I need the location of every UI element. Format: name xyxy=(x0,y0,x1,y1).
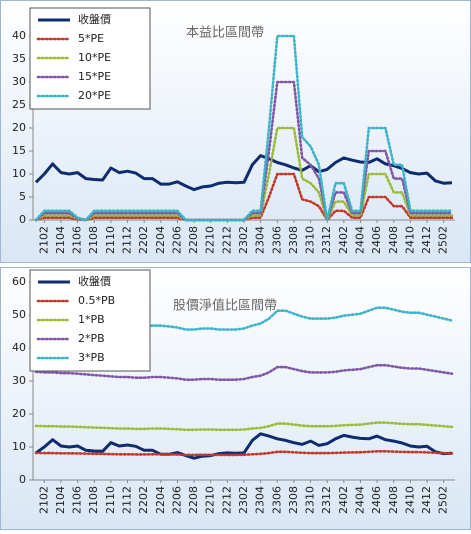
x-tick-label: 2106 xyxy=(71,226,84,254)
x-tick-label: 2402 xyxy=(337,486,350,514)
x-tick-label: 2312 xyxy=(320,486,333,514)
legend-label: 15*PE xyxy=(78,70,111,83)
x-tick-label: 2212 xyxy=(220,226,233,254)
x-tick-label: 2412 xyxy=(420,226,433,254)
x-tick-label: 2312 xyxy=(320,226,333,254)
x-tick-label: 2310 xyxy=(304,486,317,514)
y-tick-label: 40 xyxy=(12,29,26,42)
x-tick-label: 2102 xyxy=(37,226,50,254)
x-tick-label: 2212 xyxy=(220,486,233,514)
x-tick-label: 2408 xyxy=(387,486,400,514)
x-tick-label: 2112 xyxy=(121,226,134,254)
legend-label: 收盤價 xyxy=(78,12,111,26)
chart-title: 本益比區間帶 xyxy=(186,26,264,41)
x-tick-label: 2206 xyxy=(170,486,183,514)
x-tick-label: 2310 xyxy=(304,226,317,254)
x-tick-label: 2502 xyxy=(437,226,450,254)
y-tick-label: 60 xyxy=(12,275,26,288)
x-tick-label: 2306 xyxy=(270,486,283,514)
legend-label: 5*PE xyxy=(78,32,104,45)
x-tick-label: 2402 xyxy=(337,226,350,254)
series-line xyxy=(34,363,454,381)
y-tick-label: 5 xyxy=(19,190,26,203)
series-line xyxy=(34,154,453,192)
y-tick-label: 30 xyxy=(12,374,26,387)
x-tick-label: 2208 xyxy=(187,486,200,514)
x-tick-label: 2202 xyxy=(137,226,150,254)
x-tick-label: 2304 xyxy=(254,226,267,254)
x-tick-label: 2206 xyxy=(170,226,183,254)
x-tick-label: 2308 xyxy=(287,226,300,254)
x-tick-label: 2202 xyxy=(137,486,150,514)
legend-label: 收盤價 xyxy=(78,274,111,288)
series-line xyxy=(34,450,454,457)
legend-label: 20*PE xyxy=(78,89,111,102)
y-tick-label: 0 xyxy=(19,213,26,226)
y-tick-label: 15 xyxy=(12,144,26,157)
y-tick-label: 0 xyxy=(19,473,26,486)
x-tick-label: 2410 xyxy=(403,226,416,254)
x-tick-label: 2112 xyxy=(121,486,134,514)
x-tick-label: 2406 xyxy=(370,226,383,254)
x-tick-label: 2104 xyxy=(54,486,67,514)
x-tick-label: 2210 xyxy=(204,226,217,254)
y-tick-label: 50 xyxy=(12,308,26,321)
series-line xyxy=(34,34,454,222)
x-tick-label: 2110 xyxy=(104,486,117,514)
x-tick-label: 2210 xyxy=(204,486,217,514)
y-tick-label: 35 xyxy=(12,52,26,65)
x-tick-label: 2102 xyxy=(37,486,50,514)
legend-label: 2*PB xyxy=(78,332,105,345)
y-tick-label: 25 xyxy=(12,98,26,111)
x-tick-label: 2108 xyxy=(87,226,100,254)
y-tick-label: 10 xyxy=(12,167,26,180)
x-tick-label: 2108 xyxy=(87,486,100,514)
y-tick-label: 10 xyxy=(12,440,26,453)
legend-label: 10*PE xyxy=(78,51,111,64)
x-tick-label: 2204 xyxy=(154,226,167,254)
x-tick-label: 2406 xyxy=(370,486,383,514)
x-tick-label: 2410 xyxy=(403,486,416,514)
x-tick-label: 2308 xyxy=(287,486,300,514)
legend-label: 0.5*PB xyxy=(78,294,115,307)
x-tick-label: 2304 xyxy=(254,486,267,514)
y-tick-label: 20 xyxy=(12,407,26,420)
x-tick-label: 2110 xyxy=(104,226,117,254)
x-tick-label: 2302 xyxy=(237,226,250,254)
x-tick-label: 2404 xyxy=(353,226,366,254)
x-tick-label: 2208 xyxy=(187,226,200,254)
x-tick-label: 2104 xyxy=(54,226,67,254)
x-tick-label: 2408 xyxy=(387,226,400,254)
y-tick-label: 30 xyxy=(12,75,26,88)
chart-title: 股價淨值比區間帶 xyxy=(173,298,277,314)
y-tick-label: 20 xyxy=(12,121,26,134)
x-tick-label: 2502 xyxy=(437,486,450,514)
y-tick-label: 40 xyxy=(12,341,26,354)
legend-label: 3*PB xyxy=(78,351,105,364)
x-tick-label: 2302 xyxy=(237,486,250,514)
x-tick-label: 2106 xyxy=(71,486,84,514)
series-line xyxy=(34,421,454,432)
x-tick-label: 2306 xyxy=(270,226,283,254)
x-tick-label: 2404 xyxy=(353,486,366,514)
legend-label: 1*PB xyxy=(78,313,105,326)
series-line xyxy=(35,432,453,460)
x-tick-label: 2204 xyxy=(154,486,167,514)
x-tick-label: 2412 xyxy=(420,486,433,514)
